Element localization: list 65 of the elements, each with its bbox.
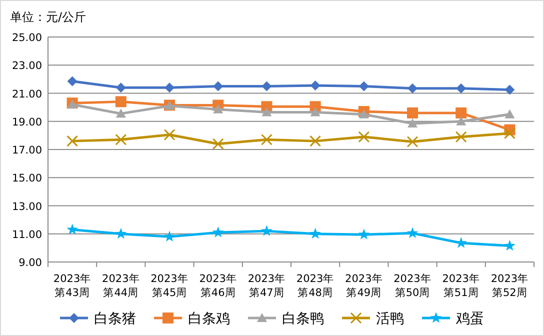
x-tick-label: 2023年第48周 [296, 273, 334, 299]
point [260, 225, 272, 236]
point [408, 83, 418, 94]
point [408, 118, 418, 128]
x-tick-label: 2023年第47周 [248, 273, 286, 299]
point [456, 83, 466, 94]
point [115, 96, 126, 108]
point [310, 228, 322, 239]
point [164, 128, 176, 140]
x-tick-label: 2023年第49周 [345, 273, 383, 299]
legend-label: 白条鸭 [282, 311, 324, 327]
point [456, 116, 466, 126]
y-tick-label: 19.00 [12, 116, 42, 128]
legend-label: 活鸭 [376, 311, 404, 327]
point [406, 136, 418, 148]
point [212, 226, 224, 238]
point [310, 107, 320, 116]
x-tick-label: 2023年第45周 [150, 273, 188, 299]
point [212, 138, 224, 150]
point [358, 228, 370, 240]
point [164, 230, 176, 242]
point [504, 128, 516, 140]
point [310, 80, 320, 91]
point [164, 82, 174, 93]
point [262, 107, 272, 116]
point [455, 131, 467, 143]
point [358, 81, 369, 92]
x-tick-label: 2023年第50周 [394, 273, 432, 299]
point [213, 104, 224, 114]
y-tick-label: 21.00 [12, 88, 42, 100]
point [456, 107, 467, 118]
y-tick-label: 15.00 [12, 172, 42, 185]
point [310, 135, 322, 147]
y-tick-label: 23.00 [12, 60, 42, 72]
point [504, 109, 515, 118]
legend-label: 白条猪 [94, 311, 136, 327]
y-axis-title: 单位：元/公斤 [10, 10, 86, 24]
point [260, 134, 272, 146]
x-tick-label: 2023年第46周 [199, 273, 237, 299]
y-tick-label: 17.00 [12, 144, 42, 156]
point [504, 84, 515, 95]
point [116, 82, 126, 93]
x-tick-label: 2023年第43周 [53, 273, 92, 299]
point [115, 134, 127, 146]
point [66, 224, 78, 235]
legend-label: 鸡蛋 [455, 311, 484, 327]
x-tick-label: 2023年第51周 [442, 273, 480, 299]
x-tick-label: 2023年第44周 [102, 273, 140, 299]
y-tick-label: 13.00 [12, 200, 42, 213]
y-tick-label: 25.00 [12, 32, 42, 44]
point [407, 107, 418, 118]
point [115, 228, 127, 239]
point [116, 108, 126, 118]
point [504, 240, 516, 251]
point [406, 227, 418, 238]
y-tick-label: 9.00 [18, 257, 42, 269]
legend-label: 白条鸡 [188, 311, 230, 327]
point [358, 109, 369, 118]
x-tick-label: 2023年第52周 [490, 273, 529, 299]
y-tick-label: 11.00 [12, 228, 42, 241]
point [66, 135, 78, 147]
point [213, 81, 224, 92]
point [67, 76, 78, 86]
point [358, 131, 370, 143]
point [262, 81, 272, 92]
